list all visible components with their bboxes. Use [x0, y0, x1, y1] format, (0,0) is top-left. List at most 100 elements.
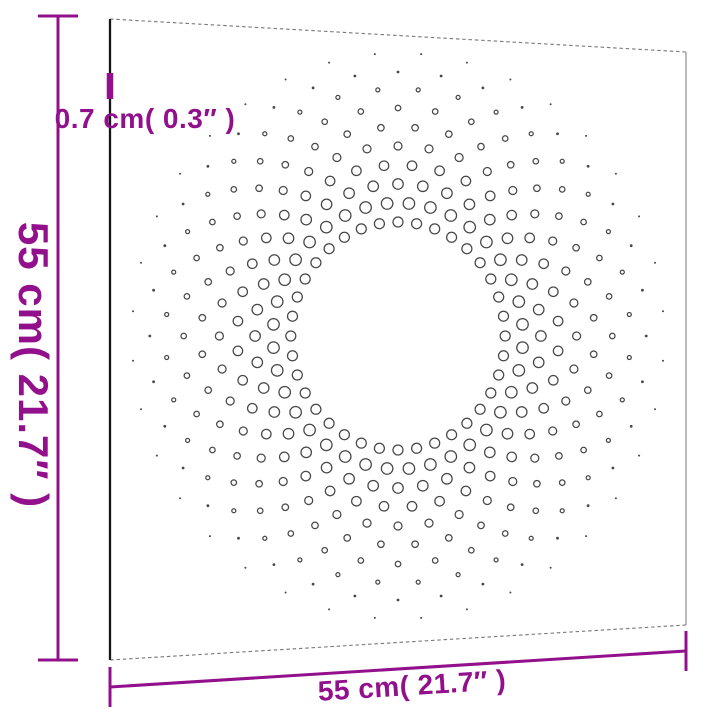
pattern-dot [164, 311, 170, 318]
pattern-dot [481, 86, 485, 90]
pattern-dot [335, 571, 341, 578]
pattern-dot [230, 479, 238, 486]
pattern-dot [431, 108, 439, 115]
pattern-dot [460, 485, 472, 497]
pattern-dot [380, 462, 394, 475]
pattern-dot [494, 253, 507, 267]
pattern-dot [515, 406, 528, 418]
pattern-dot [461, 417, 473, 429]
pattern-dot [556, 132, 559, 136]
pattern-dot [230, 186, 238, 193]
pattern-dot [380, 197, 394, 210]
pattern-dot [444, 450, 458, 463]
pattern-dot [528, 535, 534, 541]
pattern-dot [217, 364, 227, 374]
pattern-dot [611, 202, 615, 206]
pattern-dot [355, 223, 367, 235]
pattern-dot [270, 295, 284, 308]
pattern-dot [559, 508, 565, 514]
pattern-dot [289, 405, 302, 419]
pattern-dot [323, 243, 335, 255]
pattern-dot [629, 424, 633, 428]
pattern-dot [484, 470, 496, 482]
pattern-dot [455, 571, 461, 578]
pattern-dot [619, 269, 625, 275]
pattern-dot [267, 341, 280, 354]
pattern-dot [535, 330, 547, 342]
pattern-dot [164, 354, 170, 361]
pattern-dot [198, 313, 207, 322]
pattern-dot [538, 258, 550, 270]
pattern-dot [155, 215, 158, 218]
pattern-dot [208, 535, 211, 538]
pattern-dot [209, 218, 216, 226]
pattern-dot [324, 485, 336, 497]
pattern-dot [171, 269, 177, 275]
pattern-dot [256, 453, 266, 463]
pattern-dot [572, 243, 580, 252]
pattern-dot [323, 417, 335, 429]
pattern-dot [506, 451, 518, 463]
pattern-dot [520, 106, 524, 109]
pattern-dot [532, 356, 545, 369]
pattern-dot [483, 446, 496, 459]
pattern-dot [375, 87, 381, 93]
pattern-dot [533, 184, 541, 193]
pattern-dot [183, 293, 191, 300]
pattern-dot [249, 330, 261, 342]
pattern-dot [284, 591, 287, 594]
width-dimension-line [109, 649, 687, 689]
pattern-dot [378, 500, 390, 512]
pattern-dot [272, 106, 276, 109]
pattern-dot [193, 254, 200, 262]
pattern-dot [516, 341, 529, 354]
pattern-dot [237, 132, 240, 136]
pattern-dot [410, 218, 423, 230]
pattern-dot [420, 616, 423, 619]
pattern-dot [589, 313, 598, 322]
pattern-dot [662, 359, 664, 362]
pattern-dot [255, 184, 263, 193]
pattern-dot [558, 479, 566, 486]
pattern-dot [512, 364, 526, 377]
pattern-dot [444, 130, 453, 138]
pattern-dot [569, 364, 579, 374]
pattern-dot [180, 332, 188, 340]
pattern-dot [291, 291, 303, 303]
pattern-dot [286, 350, 299, 362]
pattern-dot [367, 479, 380, 492]
pattern-dot [300, 470, 312, 482]
pattern-dot [216, 243, 224, 252]
pattern-dot [493, 369, 505, 381]
pattern-dot [171, 397, 177, 403]
pattern-dot [608, 332, 616, 340]
pattern-dot [320, 461, 333, 474]
pattern-dot [465, 61, 468, 64]
pattern-dot [332, 152, 342, 163]
pattern-dot [580, 218, 587, 226]
pattern-dot [402, 462, 416, 475]
pattern-dot [357, 557, 365, 564]
pattern-dot [429, 437, 441, 449]
width-dimension [108, 631, 688, 707]
pattern-dot [148, 334, 152, 338]
pattern-dot [434, 165, 445, 177]
pattern-dot [311, 521, 319, 530]
pattern-dot [572, 420, 580, 429]
pattern-dot [152, 380, 156, 384]
pattern-dot [552, 315, 564, 327]
pattern-dot [524, 428, 536, 440]
pattern-dot [638, 215, 641, 218]
pattern-dot [497, 310, 510, 322]
pattern-dot [281, 503, 290, 512]
pattern-dot [257, 278, 270, 290]
pattern-dot [377, 540, 385, 549]
pattern-dot [319, 438, 333, 452]
pattern-dot [589, 350, 598, 359]
pattern-dot [619, 397, 625, 403]
pattern-dot [548, 426, 558, 436]
pattern-dot [611, 466, 615, 470]
pattern-dot [460, 175, 472, 187]
pattern-dot [289, 253, 302, 267]
